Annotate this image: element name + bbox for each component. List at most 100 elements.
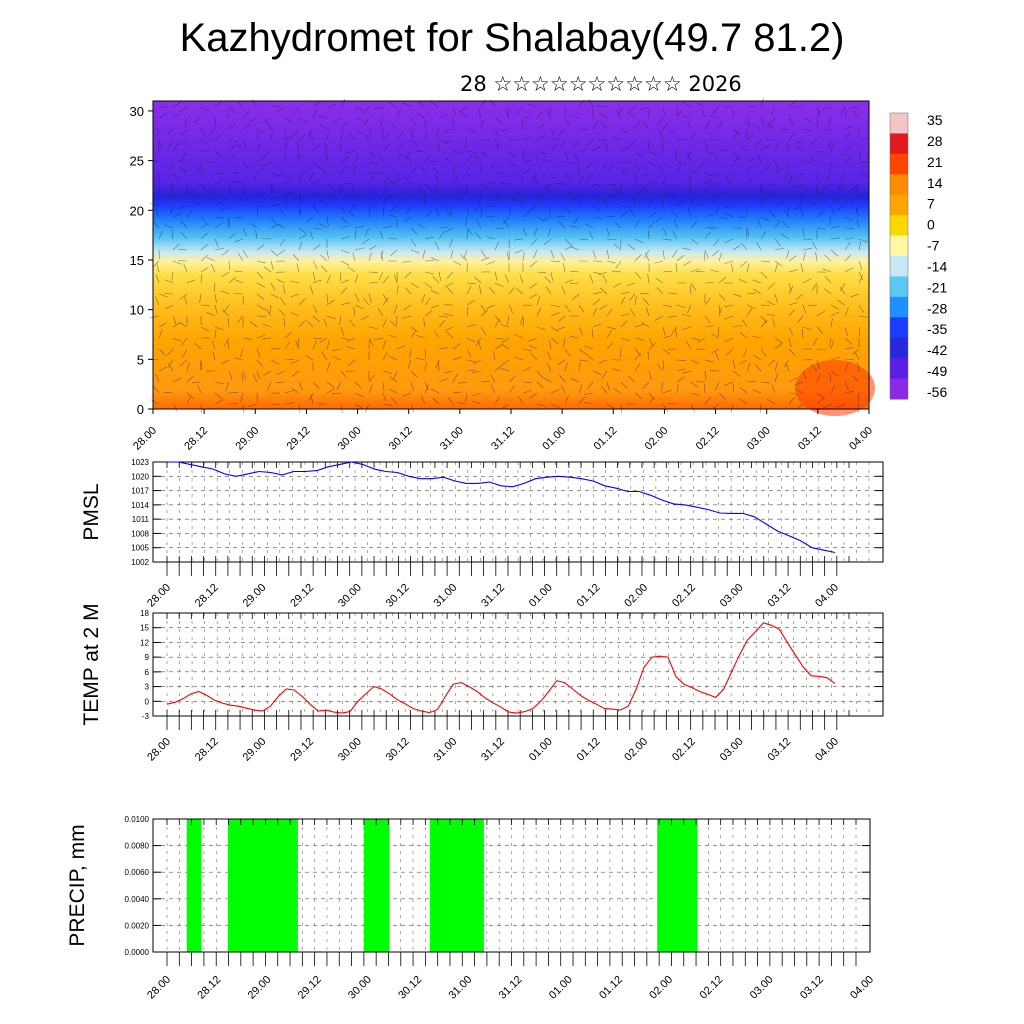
wind-barb <box>347 210 356 218</box>
wind-barb <box>432 166 440 174</box>
wind-barb <box>284 390 294 394</box>
wind-barb <box>564 238 572 246</box>
wind-barb <box>746 227 750 237</box>
wind-barb <box>572 216 580 225</box>
wind-barb <box>430 304 440 309</box>
wind-barb <box>620 211 629 218</box>
precip-y-tick-label: 0.0040 <box>125 895 150 904</box>
wind-barb <box>704 139 708 149</box>
wind-barb <box>256 131 259 141</box>
wind-barb <box>234 238 244 243</box>
wind-barb <box>349 319 356 328</box>
wind-barb <box>390 122 398 130</box>
wind-barb <box>620 291 630 295</box>
wind-barb <box>522 116 532 119</box>
wind-barb <box>712 249 720 257</box>
wind-barb <box>760 304 770 306</box>
wind-barb <box>774 220 781 229</box>
wind-barb <box>547 186 552 196</box>
temp-x-tick-label: 04.00 <box>813 736 841 764</box>
wind-barb <box>528 344 538 350</box>
wind-barb <box>312 144 320 152</box>
wind-barb <box>312 271 316 281</box>
wind-barb <box>256 192 266 196</box>
wind-barb <box>298 234 307 240</box>
wind-barb <box>645 252 650 262</box>
wind-barb <box>472 392 482 397</box>
wind-barb <box>404 287 412 295</box>
wind-barb <box>354 153 359 163</box>
wind-barb <box>472 359 482 365</box>
wind-barb <box>599 304 608 311</box>
wind-barb <box>746 292 756 295</box>
wind-barb <box>284 117 293 124</box>
wind-barb <box>558 315 566 323</box>
wind-barb <box>402 102 412 108</box>
wind-barb <box>816 348 826 351</box>
wind-barb <box>547 227 552 237</box>
wind-barb <box>284 359 294 361</box>
wind-barb <box>816 172 819 182</box>
wind-barb <box>493 351 496 361</box>
wind-barb <box>410 128 414 138</box>
temp-y-tick-label: 6 <box>145 668 150 677</box>
wind-barb <box>280 209 286 218</box>
wind-barb <box>388 237 398 240</box>
wind-barb <box>724 238 734 243</box>
wind-barb <box>660 381 664 391</box>
wind-barb <box>423 197 426 207</box>
page-title: Kazhydromet for Shalabay(49.7 81.2) <box>179 16 845 60</box>
wind-barb <box>214 399 224 405</box>
wind-barb <box>312 279 322 284</box>
wind-barb <box>242 337 252 340</box>
wind-barb <box>858 274 863 284</box>
wind-barb <box>774 238 781 247</box>
wind-barb <box>766 139 776 141</box>
wind-barb <box>788 302 798 306</box>
wind-barb <box>592 205 601 212</box>
wind-barb <box>746 158 756 163</box>
wind-barb <box>648 197 654 207</box>
wind-barb <box>830 384 836 394</box>
wind-barb <box>518 396 524 405</box>
wind-barb <box>178 205 188 209</box>
wind-barb <box>480 304 487 313</box>
wind-barb <box>704 359 714 363</box>
wind-barb <box>522 136 532 141</box>
wind-barb <box>676 161 686 165</box>
wind-barb <box>352 252 356 262</box>
wind-barb <box>430 257 440 262</box>
wind-barb <box>606 194 616 198</box>
wind-barb <box>809 139 818 146</box>
wind-barb <box>158 113 168 119</box>
wind-barb <box>601 121 608 130</box>
wind-barb <box>346 346 356 350</box>
wind-barb <box>648 392 655 401</box>
heatmap-y-tick-label: 25 <box>130 154 144 169</box>
pmsl-frame <box>152 461 884 563</box>
temp-x-tick-label: 29.12 <box>288 736 316 764</box>
precip-y-tick-label: 0.0060 <box>125 868 150 877</box>
wind-barb <box>724 205 734 209</box>
wind-barb <box>382 144 390 152</box>
heatmap-x-tick-label: 02.12 <box>694 425 722 453</box>
wind-barb <box>676 368 686 372</box>
wind-barb <box>379 230 384 240</box>
wind-barb <box>655 277 664 284</box>
colorbar-label: -14 <box>927 258 947 274</box>
wind-barb <box>298 320 306 328</box>
wind-barb <box>713 238 720 247</box>
wind-barb <box>746 362 751 372</box>
wind-barb <box>752 279 762 284</box>
wind-barb <box>193 200 202 207</box>
wind-barb <box>667 348 678 350</box>
wind-barb <box>850 293 860 298</box>
wind-barb <box>214 238 219 248</box>
wind-barb <box>542 216 552 221</box>
colorbar-label: 28 <box>927 133 943 149</box>
wind-barb <box>570 115 580 119</box>
wind-barb <box>648 220 655 229</box>
wind-barb <box>570 246 580 251</box>
wind-barb <box>312 227 322 230</box>
wind-barb <box>830 249 839 257</box>
